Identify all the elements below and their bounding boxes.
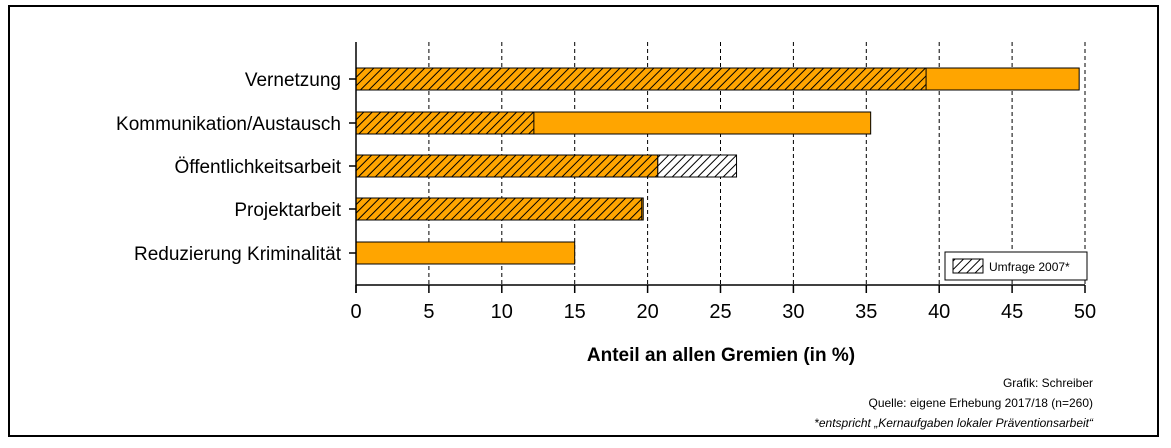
x-tick-label: 30 xyxy=(782,301,804,323)
x-tick-label: 50 xyxy=(1074,301,1096,323)
x-tick-label: 10 xyxy=(491,301,513,323)
chart-source: Quelle: eigene Erhebung 2017/18 (n=260) xyxy=(868,396,1093,410)
bar-current xyxy=(355,154,659,178)
x-axis-title: Anteil an allen Gremien (in %) xyxy=(587,345,855,366)
legend-label: Umfrage 2007* xyxy=(989,260,1070,274)
category-label: Reduzierung Kriminalität xyxy=(134,244,342,265)
category-label: Projektarbeit xyxy=(234,200,341,221)
bar-2007-excess xyxy=(657,154,738,178)
legend: Umfrage 2007* xyxy=(944,251,1088,281)
x-tick-label: 20 xyxy=(636,301,658,323)
legend-swatch xyxy=(952,258,984,274)
x-tick-label: 40 xyxy=(928,301,950,323)
chart-footnote: *entspricht „Kernaufgaben lokaler Präven… xyxy=(814,416,1093,430)
category-label: Kommunikation/Austausch xyxy=(116,114,341,135)
x-tick-label: 25 xyxy=(709,301,731,323)
bar-2007 xyxy=(355,67,927,91)
x-tick-label: 45 xyxy=(1001,301,1023,323)
bar-2007 xyxy=(355,111,535,135)
bar-current xyxy=(355,241,576,265)
x-tick-label: 35 xyxy=(855,301,877,323)
legend-box xyxy=(944,251,1088,281)
x-tick-label: 15 xyxy=(564,301,586,323)
category-label: Vernetzung xyxy=(245,70,341,91)
x-tick-label: 0 xyxy=(350,301,361,323)
bar-2007 xyxy=(355,197,643,221)
x-tick-label: 5 xyxy=(423,301,434,323)
category-label: Öffentlichkeitsarbeit xyxy=(174,157,341,178)
chart-credit: Grafik: Schreiber xyxy=(1002,376,1093,390)
